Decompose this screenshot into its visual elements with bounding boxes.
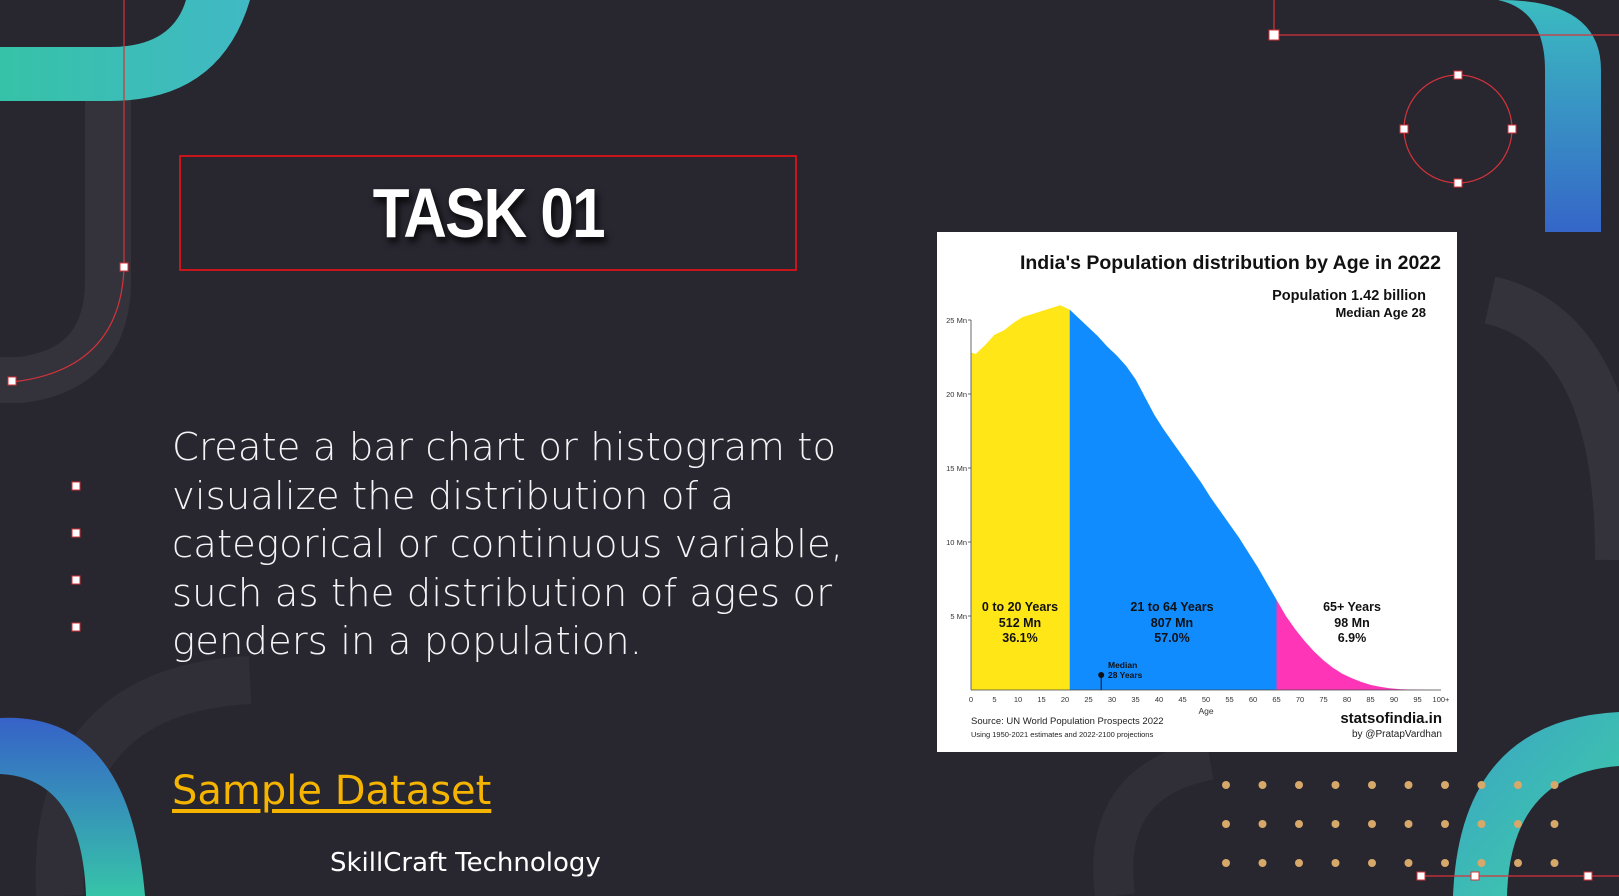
chart-brand: statsofindia.in xyxy=(1340,710,1442,727)
chart-subtitle-median: Median Age 28 xyxy=(1335,305,1426,320)
chart-title: India's Population distribution by Age i… xyxy=(1019,252,1441,274)
teal-arc-bottom-right xyxy=(1453,712,1619,896)
chart-source-note: Using 1950-2021 estimates and 2022-2100 … xyxy=(971,730,1154,739)
company-name: SkillCraft Technology xyxy=(330,848,601,878)
x-tick-label: 95 xyxy=(1413,695,1421,704)
x-tick-label: 40 xyxy=(1155,695,1163,704)
sample-dataset-link[interactable]: Sample Dataset xyxy=(172,768,492,814)
segment-population: 512 Mn xyxy=(998,615,1042,630)
chart-subtitle-population: Population 1.42 billion xyxy=(1272,288,1426,304)
x-tick-label: 25 xyxy=(1084,695,1092,704)
x-tick-label: 35 xyxy=(1131,695,1139,704)
segment-name: 65+ Years xyxy=(1323,600,1381,614)
chart-brand-author: by @PratapVardhan xyxy=(1351,729,1442,740)
y-tick-label: 25 Mn xyxy=(946,316,967,325)
x-tick-label: 90 xyxy=(1390,695,1398,704)
area-segment-1 xyxy=(971,305,1070,690)
x-tick-label: 15 xyxy=(1037,695,1045,704)
dot-grid-decoration xyxy=(1222,781,1559,867)
y-tick-label: 5 Mn xyxy=(950,612,967,621)
x-tick-label: 70 xyxy=(1296,695,1304,704)
x-tick-label: 80 xyxy=(1343,695,1351,704)
area-segment-3 xyxy=(1276,599,1441,690)
area-segment-2 xyxy=(1069,309,1277,690)
x-tick-label: 20 xyxy=(1061,695,1069,704)
segment-share: 57.0% xyxy=(1154,631,1190,645)
median-age-label: Median 28 Years xyxy=(1108,660,1143,680)
x-axis-label: Age xyxy=(1198,706,1213,716)
y-tick-label: 10 Mn xyxy=(946,538,967,547)
x-tick-label: 85 xyxy=(1366,695,1374,704)
x-tick-label: 5 xyxy=(992,695,996,704)
x-tick-label: 75 xyxy=(1319,695,1327,704)
population-area-chart: 5 Mn 10 Mn 15 Mn 20 Mn 25 Mn 0 5 10 15 20 25 30 35 40… xyxy=(946,305,1451,716)
x-tick-label: 100+ xyxy=(1433,695,1451,704)
x-tick-label: 30 xyxy=(1108,695,1116,704)
x-tick-label: 10 xyxy=(1014,695,1022,704)
segment-label-21-64: 21 to 64 Years 807 Mn 57.0% xyxy=(1117,600,1227,647)
x-tick-label: 55 xyxy=(1225,695,1233,704)
x-tick-label: 65 xyxy=(1272,695,1280,704)
task-title: TASK 01 xyxy=(372,174,605,252)
x-tick-label: 0 xyxy=(969,695,973,704)
x-tick-label: 60 xyxy=(1249,695,1257,704)
segment-population: 98 Mn xyxy=(1334,615,1370,630)
y-tick-label: 20 Mn xyxy=(946,390,967,399)
x-tick-label: 45 xyxy=(1178,695,1186,704)
blue-arc-bottom-left xyxy=(0,717,145,896)
y-tick-label: 15 Mn xyxy=(946,464,967,473)
segment-label-65-plus: 65+ Years 98 Mn 6.9% xyxy=(1307,600,1397,647)
chart-source: Source: UN World Population Prospects 20… xyxy=(971,716,1164,727)
task-title-box: TASK 01 xyxy=(179,155,797,271)
median-marker-dot xyxy=(1098,672,1105,678)
segment-label-0-20: 0 to 20 Years 512 Mn 36.1% xyxy=(975,600,1065,647)
task-description: Create a bar chart or histogram to visua… xyxy=(172,425,844,664)
blue-arc-top-right xyxy=(1498,0,1601,232)
segment-population: 807 Mn xyxy=(1150,615,1194,630)
segment-name: 21 to 64 Years xyxy=(1130,600,1214,614)
segment-share: 36.1% xyxy=(1002,631,1038,645)
segment-share: 6.9% xyxy=(1337,631,1367,645)
population-chart-card: India's Population distribution by Age i… xyxy=(937,232,1457,752)
x-tick-label: 50 xyxy=(1202,695,1210,704)
segment-name: 0 to 20 Years xyxy=(981,600,1059,614)
